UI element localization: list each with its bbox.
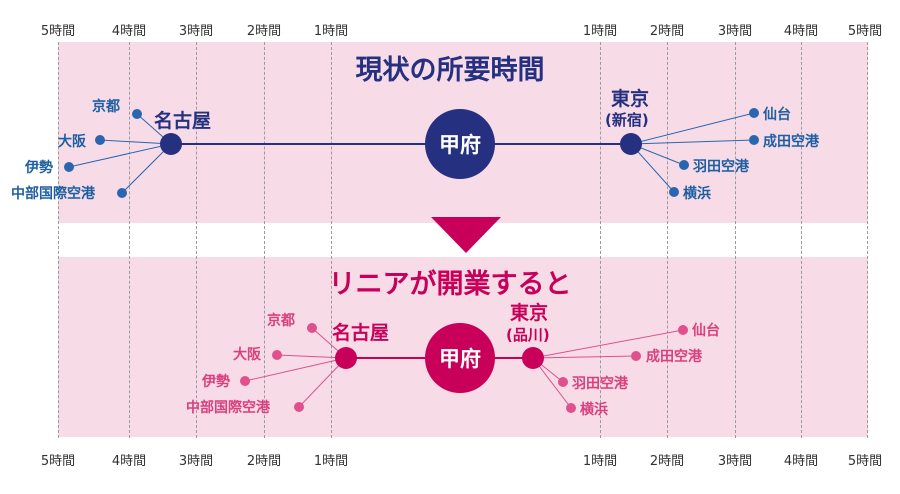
gridline-left-3h [196,42,197,438]
linear-city-tokyo-sub: (品川) [506,326,550,344]
linear-dest-chubu: 中部国際空港 [186,400,270,416]
gridline-right-5h [867,42,868,438]
current-dot-narita [749,135,759,145]
current-dot-sendai [749,108,759,118]
top-tick-right-5h: 5時間 [847,24,883,39]
bottom-tick-left-1h: 1時間 [313,454,349,469]
current-dest-kyoto: 京都 [92,99,120,115]
top-tick-right-2h: 2時間 [649,24,685,39]
current-node-tokyo [620,133,642,155]
top-tick-left-3h: 3時間 [178,24,214,39]
current-dest-narita: 成田空港 [763,134,819,150]
current-dot-kyoto [132,109,142,119]
bottom-tick-right-2h: 2時間 [649,454,685,469]
gridline-left-4h [129,42,130,438]
current-city-tokyo-sub: (新宿) [605,111,649,129]
current-dest-chubu: 中部国際空港 [11,186,95,202]
gridline-right-4h [801,42,802,438]
bottom-tick-left-5h: 5時間 [40,454,76,469]
current-dot-osaka [95,135,105,145]
gridline-right-1h [600,42,601,438]
bottom-tick-right-4h: 4時間 [783,454,819,469]
linear-dot-sendai [678,325,688,335]
linear-city-tokyo: 東京 [510,302,549,324]
linear-dest-haneda: 羽田空港 [572,376,628,392]
linear-dest-narita: 成田空港 [646,349,702,365]
top-tick-right-3h: 3時間 [717,24,753,39]
top-tick-left-1h: 1時間 [313,24,349,39]
linear-dot-chubu [294,402,304,412]
gridline-right-2h [667,42,668,438]
current-link-osaka [99,139,172,145]
linear-link-osaka [276,354,347,359]
linear-link-sendai [532,329,684,359]
linear-title: リニアが開業すると [328,269,572,300]
bottom-tick-left-3h: 3時間 [178,454,214,469]
current-dest-yokohama: 横浜 [683,186,711,202]
linear-node-nagoya [335,347,357,369]
top-tick-left-2h: 2時間 [246,24,282,39]
gridline-left-5h [58,42,59,438]
top-tick-left-4h: 4時間 [111,24,147,39]
top-tick-right-1h: 1時間 [582,24,618,39]
gridline-left-2h [264,42,265,438]
linear-hub-label: 甲府 [439,347,481,371]
bottom-tick-right-1h: 1時間 [582,454,618,469]
bottom-tick-right-5h: 5時間 [847,454,883,469]
linear-dest-kyoto: 京都 [267,313,295,329]
current-dot-haneda [679,160,689,170]
bottom-tick-left-2h: 2時間 [246,454,282,469]
current-dest-osaka: 大阪 [58,134,86,150]
linear-dot-kyoto [307,323,317,333]
linear-dot-osaka [272,350,282,360]
current-dot-chubu [117,188,127,198]
current-link-chubu [121,143,172,194]
linear-dot-yokohama [566,403,576,413]
current-link-sendai [630,112,755,145]
top-tick-right-4h: 4時間 [783,24,819,39]
bottom-tick-left-4h: 4時間 [111,454,147,469]
linear-dest-ise: 伊勢 [202,374,230,390]
gridline-left-1h [331,42,332,438]
linear-dest-yokohama: 横浜 [580,402,608,418]
linear-dot-ise [240,376,250,386]
current-city-nagoya: 名古屋 [154,110,212,132]
linear-city-nagoya: 名古屋 [332,322,390,344]
current-dest-haneda: 羽田空港 [693,159,749,175]
down-arrow-icon [431,217,501,253]
linear-dest-osaka: 大阪 [233,347,261,363]
linear-link-narita [532,355,637,359]
current-hub-label: 甲府 [439,133,481,157]
current-dest-ise: 伊勢 [25,160,53,176]
top-tick-left-5h: 5時間 [40,24,76,39]
linear-dot-haneda [558,377,568,387]
current-dot-ise [64,162,74,172]
current-link-narita [630,139,755,145]
current-dot-yokohama [669,187,679,197]
gridline-right-3h [735,42,736,438]
current-title: 現状の所要時間 [355,55,545,86]
linear-hub-kofu: 甲府 [425,323,495,393]
linear-link-ise [244,357,347,382]
current-hub-kofu: 甲府 [425,109,495,179]
linear-dot-narita [631,351,641,361]
current-dest-sendai: 仙台 [763,107,791,123]
current-link-ise [68,143,172,168]
linear-dest-sendai: 仙台 [692,323,720,339]
linear-node-tokyo [522,347,544,369]
current-city-tokyo: 東京 [611,88,650,110]
bottom-tick-right-3h: 3時間 [717,454,753,469]
linear-link-chubu [298,357,347,408]
current-node-nagoya [160,133,182,155]
